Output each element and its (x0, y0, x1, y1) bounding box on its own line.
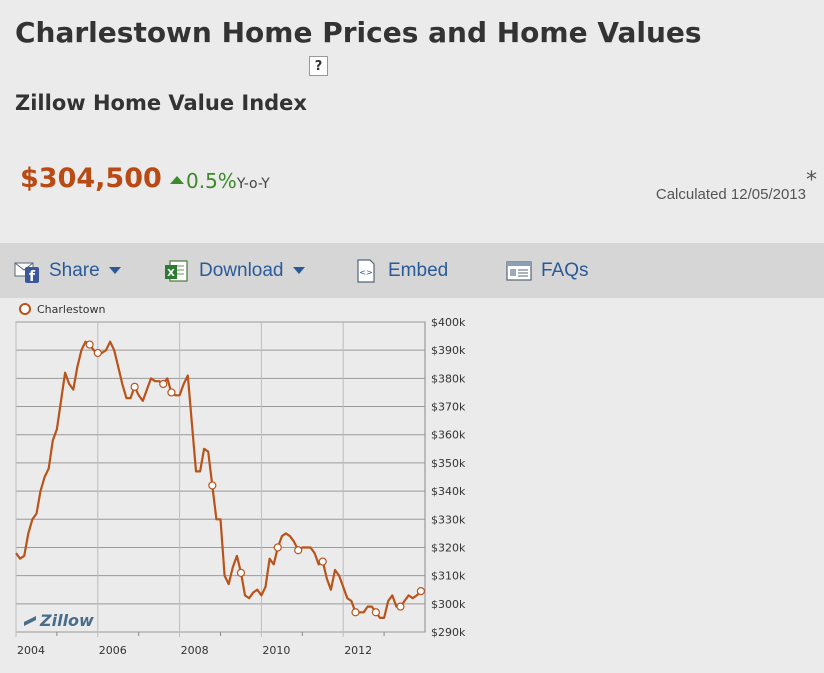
x-tick-label: 2010 (262, 644, 290, 657)
data-point-marker[interactable] (294, 546, 303, 555)
page-title: Charlestown Home Prices and Home Values (15, 16, 702, 49)
x-axis-ticks: 2004 2006 2008 2010 2012 (17, 632, 385, 657)
zillow-logo-text: Zillow (39, 611, 94, 630)
excel-icon: X (164, 258, 190, 284)
calculated-date: Calculated 12/05/2013 (655, 186, 806, 203)
x-tick-label: 2004 (17, 644, 45, 657)
series-group (15, 340, 426, 619)
embed-button[interactable]: <> Embed (353, 243, 448, 298)
data-point-marker[interactable] (167, 388, 176, 397)
y-tick-label: $320k (431, 541, 466, 554)
data-point-marker[interactable] (159, 379, 168, 389)
yoy-change-value: 0.5% (186, 169, 237, 193)
toolbar: f Share X Download <> Embed (0, 243, 824, 298)
y-tick-label: $350k (431, 457, 466, 470)
zillow-watermark: Zillow (24, 611, 94, 630)
document-list-icon (506, 258, 532, 284)
download-label: Download (199, 259, 284, 281)
plot-frame (15, 321, 426, 633)
y-tick-label: $400k (431, 316, 466, 329)
yoy-suffix: Y-o-Y (236, 176, 270, 192)
index-subtitle: Zillow Home Value Index (15, 91, 307, 115)
chart-legend: Charlestown (19, 303, 106, 316)
data-point-marker[interactable] (85, 340, 94, 349)
zillow-logo-icon (24, 616, 36, 626)
y-tick-label: $390k (431, 344, 466, 357)
chart-grid (15, 321, 426, 637)
share-button[interactable]: f Share (14, 243, 121, 298)
home-value-chart: $290k $300k $310k $320k $330k $340k $350k $360k… (15, 303, 466, 657)
faqs-button[interactable]: FAQs (506, 243, 589, 298)
footnote-asterisk: * (806, 168, 817, 193)
chart-area: $290k $300k $310k $320k $330k $340k $350k $360k… (0, 298, 824, 669)
embed-code-icon: <> (353, 258, 379, 284)
legend-label-charlestown: Charlestown (37, 303, 106, 316)
svg-text:f: f (29, 269, 36, 284)
share-label: Share (49, 259, 100, 281)
data-point-marker[interactable] (318, 557, 327, 566)
faqs-label: FAQs (541, 259, 589, 281)
download-button[interactable]: X Download (164, 243, 305, 298)
y-tick-label: $290k (431, 626, 466, 639)
chevron-down-icon (108, 267, 121, 274)
chevron-down-icon (292, 267, 305, 274)
y-tick-label: $340k (431, 485, 466, 498)
y-tick-label: $380k (431, 372, 466, 385)
y-tick-label: $310k (431, 570, 466, 583)
x-tick-label: 2012 (344, 644, 372, 657)
series-line-charlestown (15, 340, 422, 619)
svg-text:<>: <> (359, 268, 372, 277)
home-value: $304,500 (20, 163, 162, 194)
facebook-mail-icon: f (14, 258, 40, 285)
data-point-marker[interactable] (396, 602, 405, 611)
embed-label: Embed (388, 259, 449, 281)
data-point-marker[interactable] (273, 543, 282, 552)
data-point-marker[interactable] (371, 608, 381, 617)
y-tick-label: $360k (431, 429, 466, 442)
help-button[interactable]: ? (309, 56, 328, 76)
y-tick-label: $330k (431, 513, 466, 526)
data-point-marker[interactable] (351, 608, 360, 617)
data-point-marker[interactable] (208, 481, 217, 490)
legend-marker (19, 303, 31, 315)
yoy-change: 0.5%Y-o-Y (170, 169, 270, 193)
data-point-marker[interactable] (236, 568, 246, 577)
up-arrow-icon (170, 176, 184, 184)
svg-text:X: X (167, 268, 175, 279)
data-point-marker[interactable] (130, 382, 139, 391)
y-tick-label: $370k (431, 401, 466, 414)
x-tick-label: 2008 (181, 644, 209, 657)
y-tick-label: $300k (431, 598, 466, 611)
y-axis-ticks: $290k $300k $310k $320k $330k $340k $350k $360k… (431, 316, 466, 639)
data-point-marker[interactable] (93, 348, 102, 358)
data-point-marker[interactable] (416, 587, 426, 596)
x-tick-label: 2006 (99, 644, 127, 657)
